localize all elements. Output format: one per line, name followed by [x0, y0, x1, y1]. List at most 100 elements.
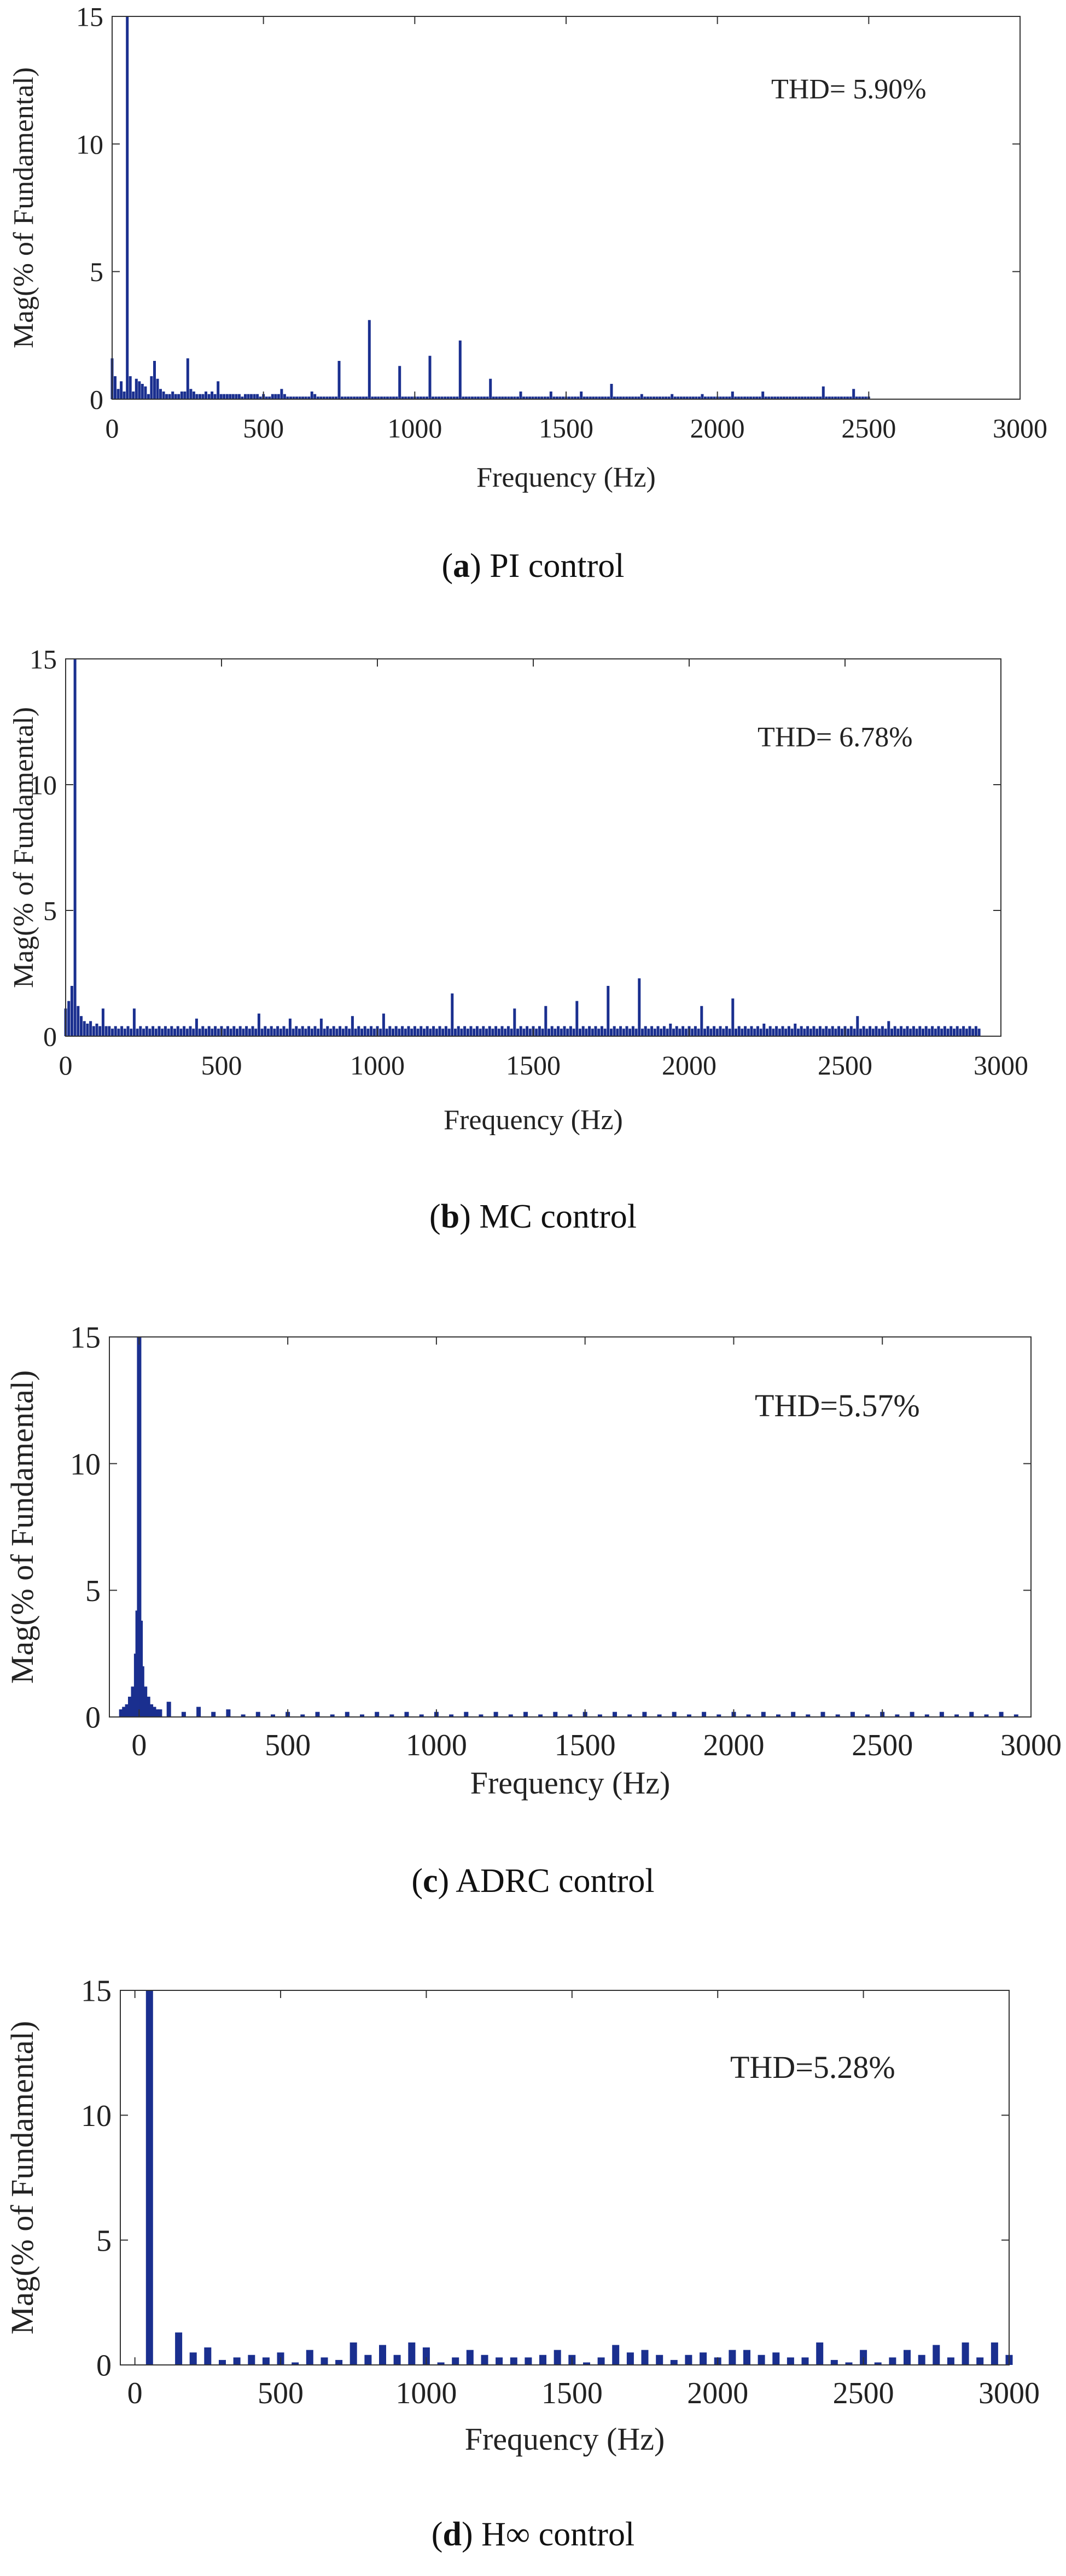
bar: [389, 1714, 394, 1717]
bar: [752, 396, 755, 399]
bar: [394, 1026, 398, 1036]
x-tick-label: 500: [201, 1050, 242, 1080]
bar: [201, 394, 205, 399]
bar: [280, 389, 283, 399]
bar: [217, 381, 220, 399]
bar: [419, 1714, 424, 1717]
bar: [803, 396, 807, 399]
bar: [159, 389, 162, 399]
bar: [225, 394, 229, 399]
y-tick-label: 5: [43, 896, 57, 926]
bar: [522, 1029, 526, 1036]
bar: [971, 1029, 975, 1036]
bar: [689, 396, 692, 399]
bar: [510, 396, 513, 399]
bar: [217, 1029, 220, 1036]
bar: [881, 1026, 884, 1036]
bar: [379, 2345, 386, 2365]
bar: [940, 1029, 943, 1036]
bar: [717, 1714, 721, 1717]
bar: [746, 396, 749, 399]
bar: [498, 396, 501, 399]
chart-b: 0 500 1000 1500 2000 2500 3000 0 5 10 15 Frequency …: [8, 644, 1028, 1136]
bar: [709, 1029, 713, 1036]
bar: [719, 396, 722, 399]
bar: [697, 1029, 700, 1036]
bar: [363, 1026, 366, 1036]
bar: [597, 1029, 601, 1036]
bar: [77, 1006, 80, 1036]
bar: [306, 2350, 313, 2365]
x-axis-label: Frequency (Hz): [444, 1105, 623, 1136]
y-tick-label: 15: [30, 644, 57, 675]
bar: [226, 1026, 229, 1036]
bar: [969, 1712, 974, 1717]
bar: [497, 1029, 500, 1036]
bar: [257, 1013, 260, 1036]
bar: [977, 1029, 981, 1036]
bar: [114, 1026, 117, 1036]
bar: [580, 392, 583, 399]
bar: [864, 396, 867, 399]
bar: [528, 1029, 532, 1036]
bar: [631, 1026, 634, 1036]
bar: [241, 1714, 246, 1717]
bar: [828, 396, 831, 399]
bar: [504, 396, 507, 399]
bar: [906, 1026, 909, 1036]
x-axis-label: Frequency (Hz): [470, 1765, 671, 1801]
bar: [797, 396, 801, 399]
bar: [553, 1712, 558, 1717]
bar: [389, 396, 392, 399]
bar: [776, 1714, 780, 1717]
y-tick-label: 5: [96, 2224, 112, 2258]
bar: [329, 1029, 332, 1036]
bar: [173, 1029, 176, 1036]
bar: [895, 1714, 900, 1717]
bar: [589, 396, 592, 399]
bar: [703, 1029, 706, 1036]
bar: [513, 1008, 516, 1036]
bar: [398, 1029, 401, 1036]
bar: [404, 1029, 407, 1036]
bar: [678, 1029, 681, 1036]
bar: [570, 396, 574, 399]
x-tick-label: 1000: [387, 413, 442, 443]
bar: [120, 1026, 124, 1036]
bar: [588, 1026, 591, 1036]
bar: [153, 361, 156, 399]
bar: [192, 392, 195, 399]
bar: [244, 394, 247, 399]
bar: [444, 396, 447, 399]
bar: [962, 2342, 969, 2365]
bar: [759, 1029, 762, 1036]
bar: [934, 1029, 937, 1036]
bar: [353, 396, 356, 399]
bar: [480, 396, 483, 399]
bar: [174, 394, 177, 399]
bar: [846, 396, 849, 399]
bar: [787, 1026, 790, 1036]
bar: [686, 1714, 691, 1717]
bar: [758, 2355, 765, 2365]
bar: [416, 396, 420, 399]
bar: [223, 1029, 226, 1036]
bar: [316, 396, 319, 399]
bar: [493, 1712, 498, 1717]
bar: [486, 396, 489, 399]
bar: [223, 394, 226, 399]
bar: [643, 396, 646, 399]
bar: [479, 1029, 482, 1036]
bar: [744, 1026, 747, 1036]
x-tick-label: 0: [127, 2376, 143, 2410]
bar: [345, 1026, 348, 1036]
bar: [583, 2362, 590, 2365]
bar: [510, 2357, 517, 2365]
bar: [683, 396, 686, 399]
bar: [719, 1026, 722, 1036]
bar: [800, 1026, 803, 1036]
bar: [310, 1029, 313, 1036]
bar: [641, 1029, 644, 1036]
bar: [781, 1026, 784, 1036]
